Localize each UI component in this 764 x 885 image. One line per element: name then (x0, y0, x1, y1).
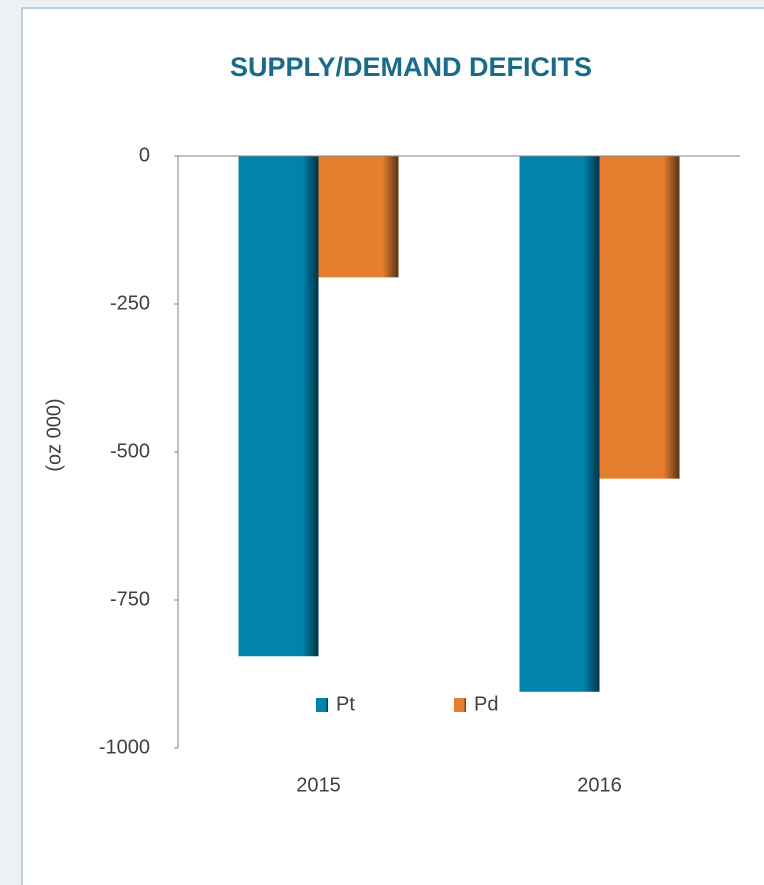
y-tick-label: -250 (110, 292, 150, 314)
legend-label: Pd (474, 693, 498, 715)
y-tick-label: -1000 (99, 736, 150, 758)
legend-marker (454, 698, 466, 712)
chart-title: SUPPLY/DEMAND DEFICITS (230, 52, 592, 82)
bar (599, 156, 680, 479)
y-tick-label: -750 (110, 588, 150, 610)
x-tick-label: 2015 (296, 774, 341, 796)
legend-marker (316, 698, 328, 712)
y-tick-label: 0 (139, 144, 150, 166)
y-tick-label: -500 (110, 440, 150, 462)
legend-label: Pt (336, 693, 355, 715)
bar (318, 156, 399, 278)
bar (238, 156, 319, 657)
bar (519, 156, 600, 692)
x-tick-label: 2016 (577, 774, 622, 796)
y-axis-label: (oz 000) (43, 398, 65, 471)
